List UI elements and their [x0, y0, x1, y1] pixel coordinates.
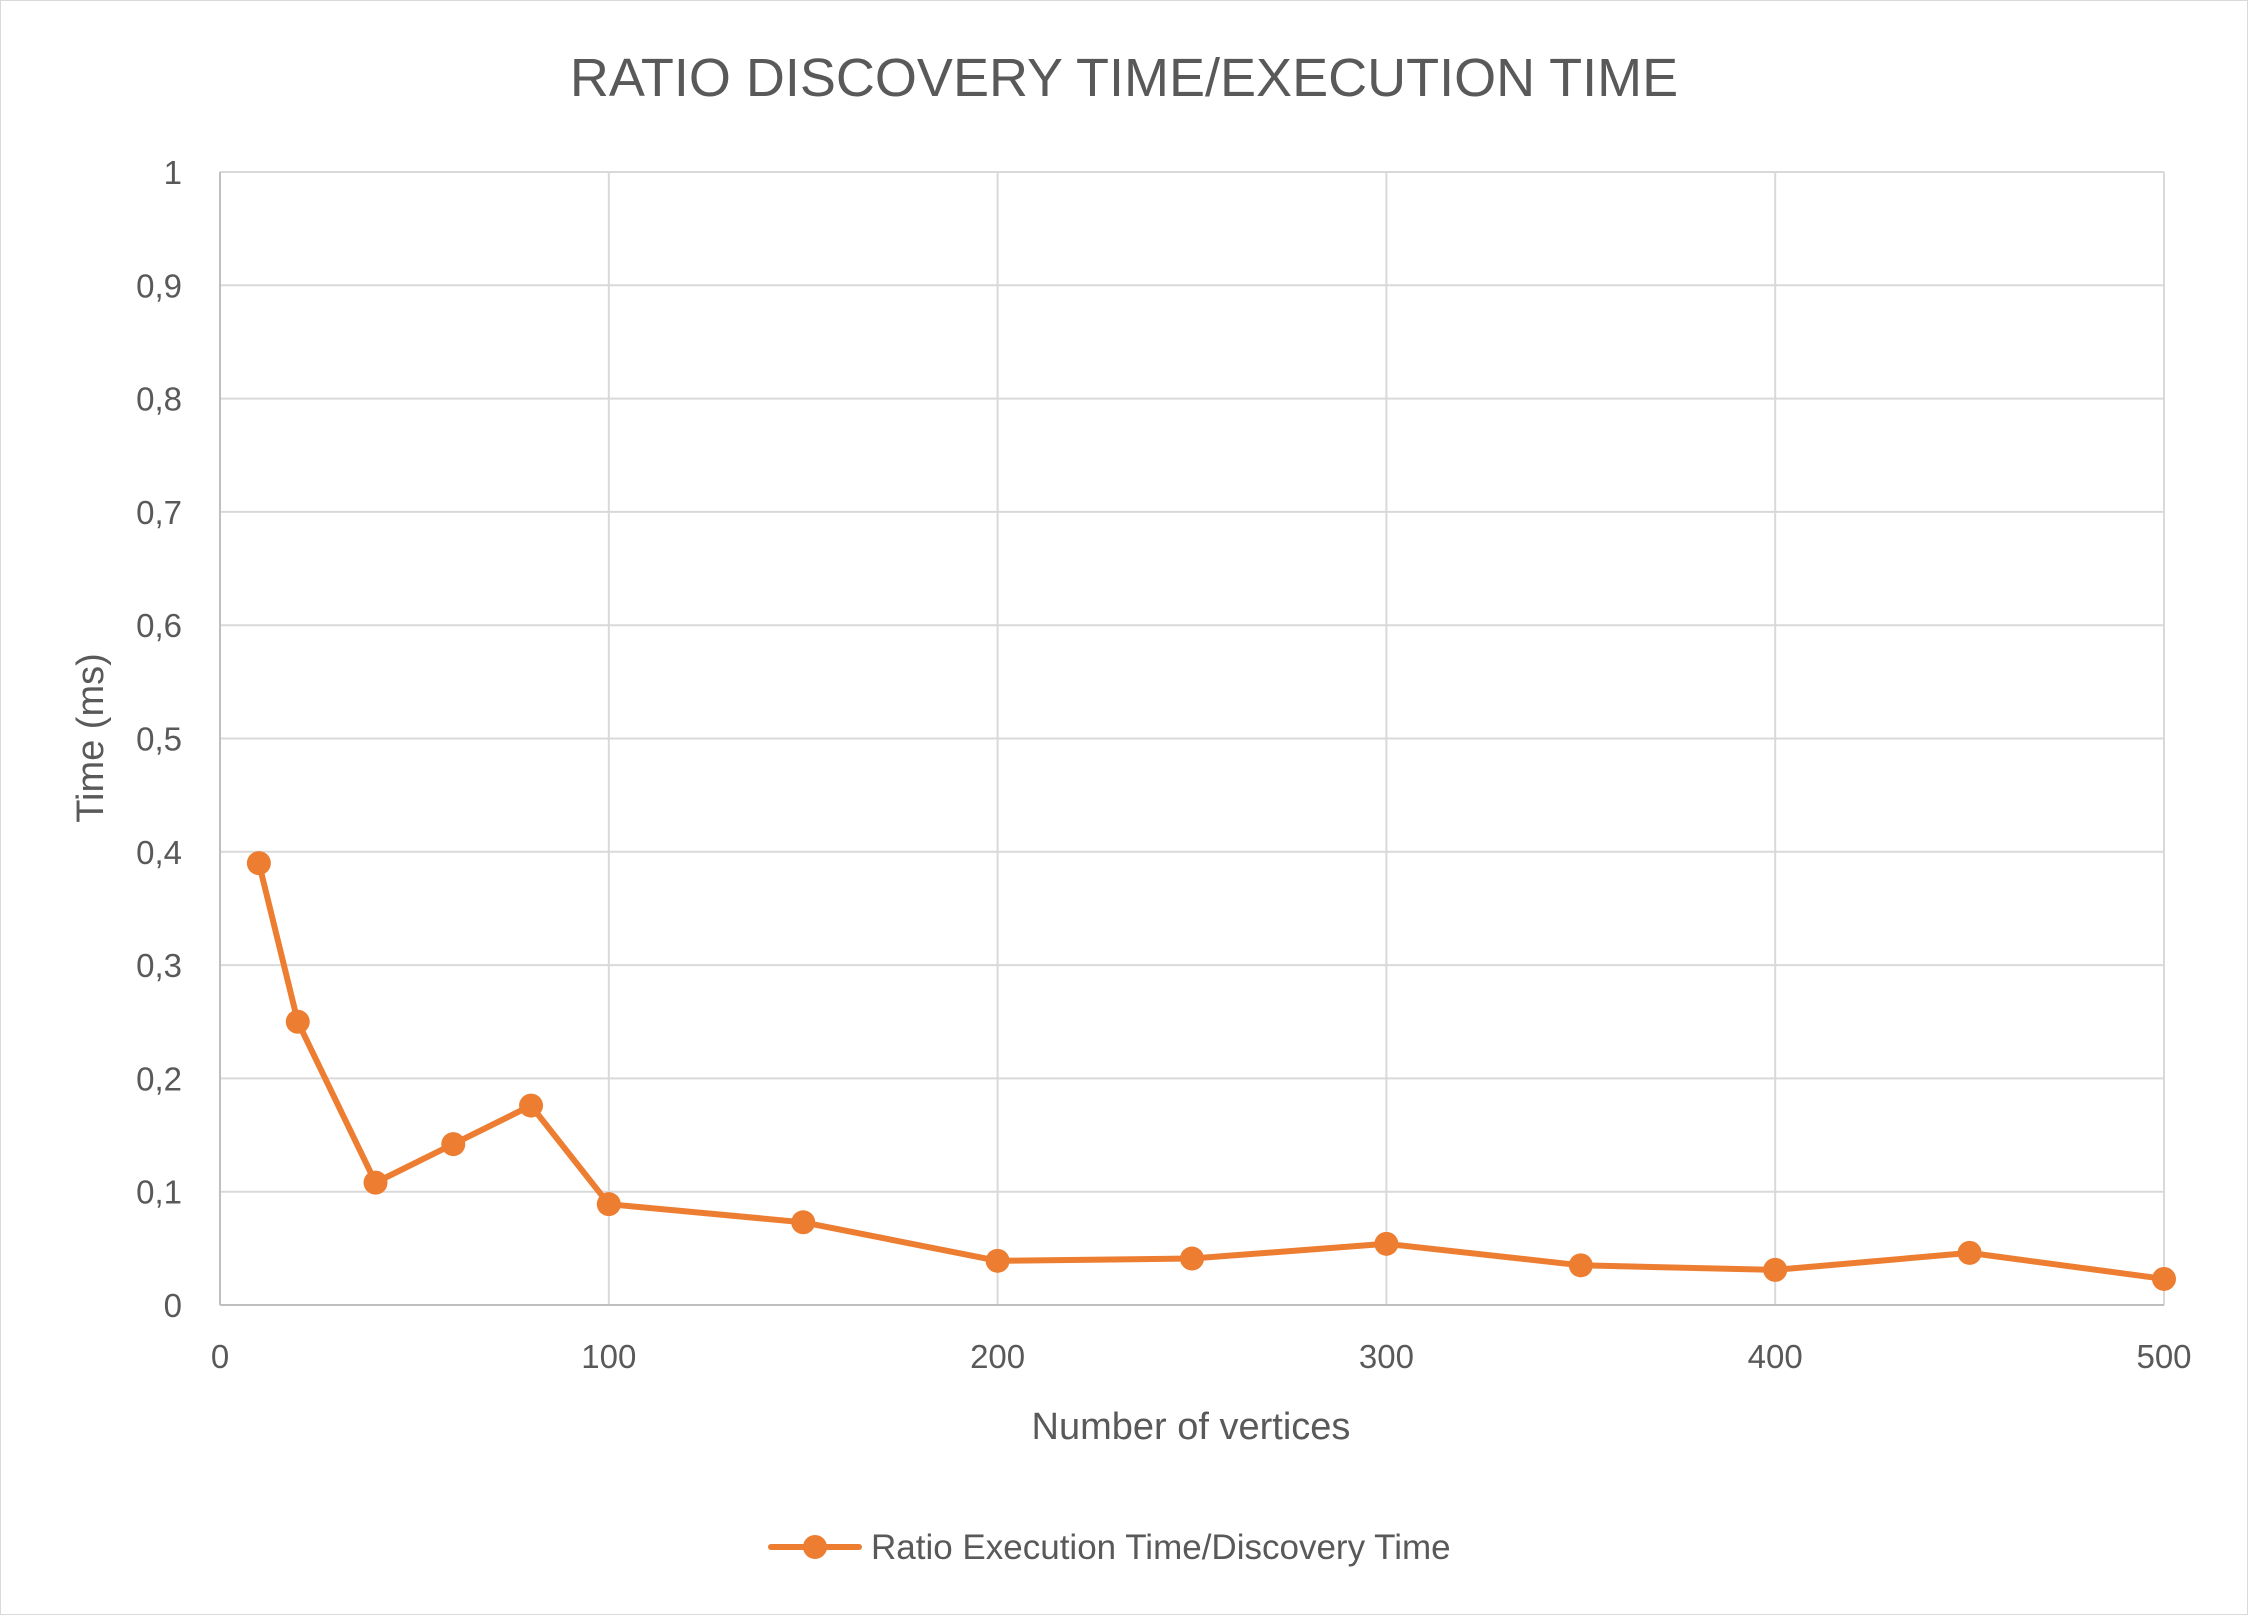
data-point	[363, 1170, 388, 1195]
y-tick-label: 0	[164, 1287, 182, 1324]
data-point	[985, 1248, 1010, 1273]
x-tick-label: 100	[581, 1338, 636, 1375]
y-tick-label: 0,9	[136, 267, 182, 304]
series-line	[255, 860, 2167, 1282]
y-tick-label: 1	[164, 154, 182, 191]
data-point	[1763, 1257, 1788, 1282]
y-tick-label: 0,1	[136, 1174, 182, 1211]
data-point	[1957, 1240, 1982, 1265]
y-tick-label: 0,7	[136, 494, 182, 531]
data-point	[1180, 1246, 1204, 1271]
y-tick-label: 0,8	[136, 381, 182, 418]
axes	[219, 172, 2164, 1306]
data-point	[246, 851, 271, 876]
y-axis-title: Time (ms)	[70, 653, 112, 823]
legend-label: Ratio Execution Time/Discovery Time	[871, 1528, 1451, 1567]
tick-labels: 0 0,1 0,2 0,3 0,4 0,5 0,6 0,7 0,8 0,9 1 0 100 200 300 4…	[136, 154, 2191, 1375]
y-tick-label: 0,2	[136, 1060, 182, 1097]
data-point	[2152, 1266, 2176, 1291]
y-tick-label: 0,4	[136, 834, 182, 871]
data-point	[1568, 1253, 1593, 1278]
x-tick-label: 200	[970, 1338, 1025, 1375]
x-axis-title: Number of vertices	[1032, 1406, 1351, 1448]
legend: Ratio Execution Time/Discovery Time	[768, 1528, 1451, 1567]
grid-lines	[219, 171, 2165, 1305]
data-point	[285, 1009, 310, 1034]
data-point	[519, 1093, 544, 1118]
legend-marker	[803, 1535, 827, 1559]
y-tick-label: 0,3	[136, 947, 182, 984]
x-tick-label: 500	[2136, 1338, 2191, 1375]
y-tick-label: 0,5	[136, 721, 182, 758]
x-tick-label: 400	[1748, 1338, 1803, 1375]
data-point	[1374, 1231, 1399, 1256]
series-group	[246, 851, 2176, 1291]
chart-title: RATIO DISCOVERY TIME/EXECUTION TIME	[570, 48, 1678, 108]
x-tick-label: 0	[211, 1338, 229, 1375]
data-point	[596, 1192, 621, 1217]
data-point	[441, 1132, 466, 1157]
data-point	[791, 1210, 816, 1235]
y-tick-label: 0,6	[136, 607, 182, 644]
x-tick-label: 300	[1359, 1338, 1414, 1375]
